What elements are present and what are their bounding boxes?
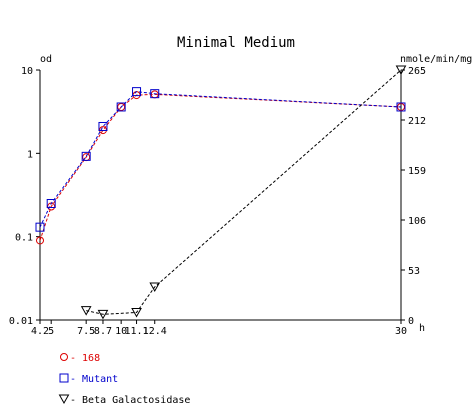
y-right-axis-label: nmole/min/mg [400, 54, 472, 65]
x-axis-label: h [419, 323, 425, 334]
legend-circle-marker [60, 353, 68, 361]
square-marker [116, 102, 126, 112]
series-line [86, 69, 402, 315]
y-right-tick-label: 265 [408, 66, 426, 77]
series-1 [35, 87, 406, 232]
y-left-tick-label: 1 [27, 149, 33, 160]
legend-triangle-down-marker [58, 394, 70, 405]
square-marker [150, 89, 160, 99]
square-marker [81, 151, 91, 161]
legend-item: - 168 [60, 353, 100, 364]
y-right-tick-label: 159 [408, 166, 426, 177]
x-tick-label: 12.4 [143, 326, 167, 337]
x-tick-label: 7.5 [77, 326, 95, 337]
y-right-tick-label: 106 [408, 216, 426, 227]
legend-item: - Beta Galactosidase [58, 394, 190, 405]
x-tick-label: 11.1 [124, 326, 148, 337]
square-marker [35, 222, 45, 232]
circle-marker [36, 236, 44, 245]
x-tick-label: 4.2 [31, 326, 49, 337]
triangle-down-marker [149, 282, 161, 293]
legend: - 168 - Mutant - Beta Galactosidase [58, 353, 190, 405]
y-left-tick-label: 0.01 [9, 316, 33, 327]
y-right-tick-label: 212 [408, 116, 426, 127]
series-line [39, 91, 402, 228]
x-tick-label: 10 [115, 326, 127, 337]
triangle-down-marker [395, 65, 407, 76]
x-tick-label: 8.7 [94, 326, 112, 337]
legend-square-marker [59, 373, 69, 383]
square-marker [132, 87, 142, 97]
square-marker [46, 199, 56, 209]
y-left-tick-label: 10 [21, 66, 33, 77]
y-right-tick-label: 53 [408, 266, 420, 277]
triangle-down-marker [80, 306, 92, 316]
legend-label: - 168 [70, 353, 100, 364]
y-left-tick-label: 0.1 [15, 233, 33, 244]
legend-item: - Mutant [59, 373, 118, 385]
triangle-down-marker [131, 307, 142, 318]
series-layer [35, 65, 407, 320]
series-line [39, 93, 402, 241]
y-left-axis-label: od [40, 54, 52, 65]
legend-label: - Mutant [70, 374, 118, 385]
triangle-down-marker [97, 309, 109, 320]
legend-label: - Beta Galactosidase [70, 395, 190, 405]
series-2 [80, 65, 407, 320]
y-right-tick-label: 0 [408, 316, 414, 327]
square-marker [396, 102, 406, 112]
chart-title: Minimal Medium [177, 35, 295, 51]
x-tick-label: 30 [395, 326, 407, 337]
square-marker [98, 121, 108, 131]
x-tick-label: 5 [48, 326, 54, 337]
series-0 [36, 90, 405, 245]
